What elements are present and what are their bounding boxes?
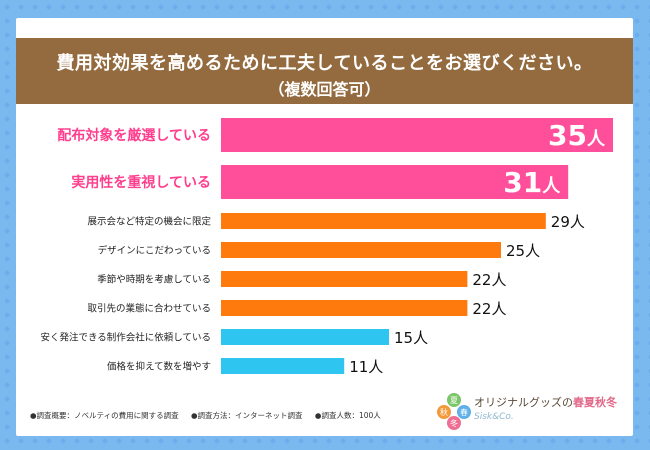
season-badge-icon: 夏 秋 春 冬 [437, 393, 471, 430]
category-label-3: デザインにこだわっている [98, 245, 211, 257]
chart-card: 費用対効果を高めるために工夫していることをお選びください。 （複数回答可） 配布… [16, 18, 633, 436]
value-label-4: 22人 [472, 271, 506, 289]
survey-method: ●調査方法：インターネット調査 [190, 411, 303, 420]
category-label-0: 配布対象を厳選している [57, 127, 211, 144]
survey-footnote: ●調査概要：ノベルティの費用に関する調査 ●調査方法：インターネット調査 ●調査… [30, 410, 391, 421]
category-label-1: 実用性を重視している [71, 174, 211, 191]
badge-char-summer: 夏 [450, 396, 458, 405]
bar-3 [221, 242, 501, 258]
badge-char-spring: 春 [460, 407, 468, 417]
survey-count: ●調査人数：100人 [314, 411, 381, 420]
category-label-5: 取引先の業態に合わせている [87, 303, 211, 315]
bar-6 [221, 329, 389, 345]
category-label-7: 価格を抑えて数を増やす [107, 361, 211, 373]
value-label-2: 29人 [551, 213, 585, 231]
logo-subtitle: Sisk&Co. [474, 412, 514, 422]
value-label-6: 15人 [394, 329, 428, 347]
value-label-5: 22人 [472, 300, 506, 318]
category-label-6: 安く発注できる制作会社に依頼している [40, 332, 211, 344]
bar-0 [221, 118, 613, 152]
brand-logo: 夏 秋 春 冬 オリジナルグッズの春夏秋冬 Sisk&Co. [436, 390, 626, 434]
value-label-1: 31人 [503, 166, 561, 199]
bar-7 [221, 358, 345, 374]
value-label-3: 25人 [506, 242, 540, 260]
badge-char-winter: 冬 [450, 418, 458, 428]
category-label-4: 季節や時期を考慮している [97, 274, 211, 286]
bar-5 [221, 300, 468, 316]
bar-2 [221, 213, 546, 229]
value-label-7: 11人 [349, 358, 383, 376]
bar-1 [221, 165, 569, 199]
logo-title-season: 春夏秋冬 [573, 396, 617, 409]
bar-4 [221, 271, 468, 287]
chart-title: 費用対効果を高めるために工夫していることをお選びください。 [56, 53, 593, 74]
category-label-2: 展示会など特定の機会に限定 [87, 216, 211, 228]
value-label-0: 35人 [548, 119, 606, 152]
badge-char-autumn: 秋 [440, 407, 448, 417]
chart-subtitle: （複数回答可） [268, 80, 381, 99]
logo-title: オリジナルグッズの春夏秋冬 [474, 394, 617, 410]
title-banner: 費用対効果を高めるために工夫していることをお選びください。 （複数回答可） [16, 38, 633, 104]
logo-title-main: オリジナルグッズの [474, 396, 573, 409]
survey-overview: ●調査概要：ノベルティの費用に関する調査 [30, 411, 179, 420]
